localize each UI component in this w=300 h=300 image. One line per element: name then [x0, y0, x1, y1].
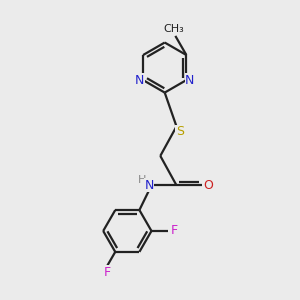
- Text: O: O: [203, 179, 213, 192]
- Text: CH₃: CH₃: [164, 24, 184, 34]
- Text: N: N: [144, 179, 154, 192]
- Text: F: F: [103, 266, 111, 279]
- Text: H: H: [138, 175, 146, 185]
- Text: F: F: [171, 224, 178, 238]
- Text: N: N: [135, 74, 144, 87]
- Text: S: S: [176, 125, 184, 138]
- Text: N: N: [185, 74, 195, 87]
